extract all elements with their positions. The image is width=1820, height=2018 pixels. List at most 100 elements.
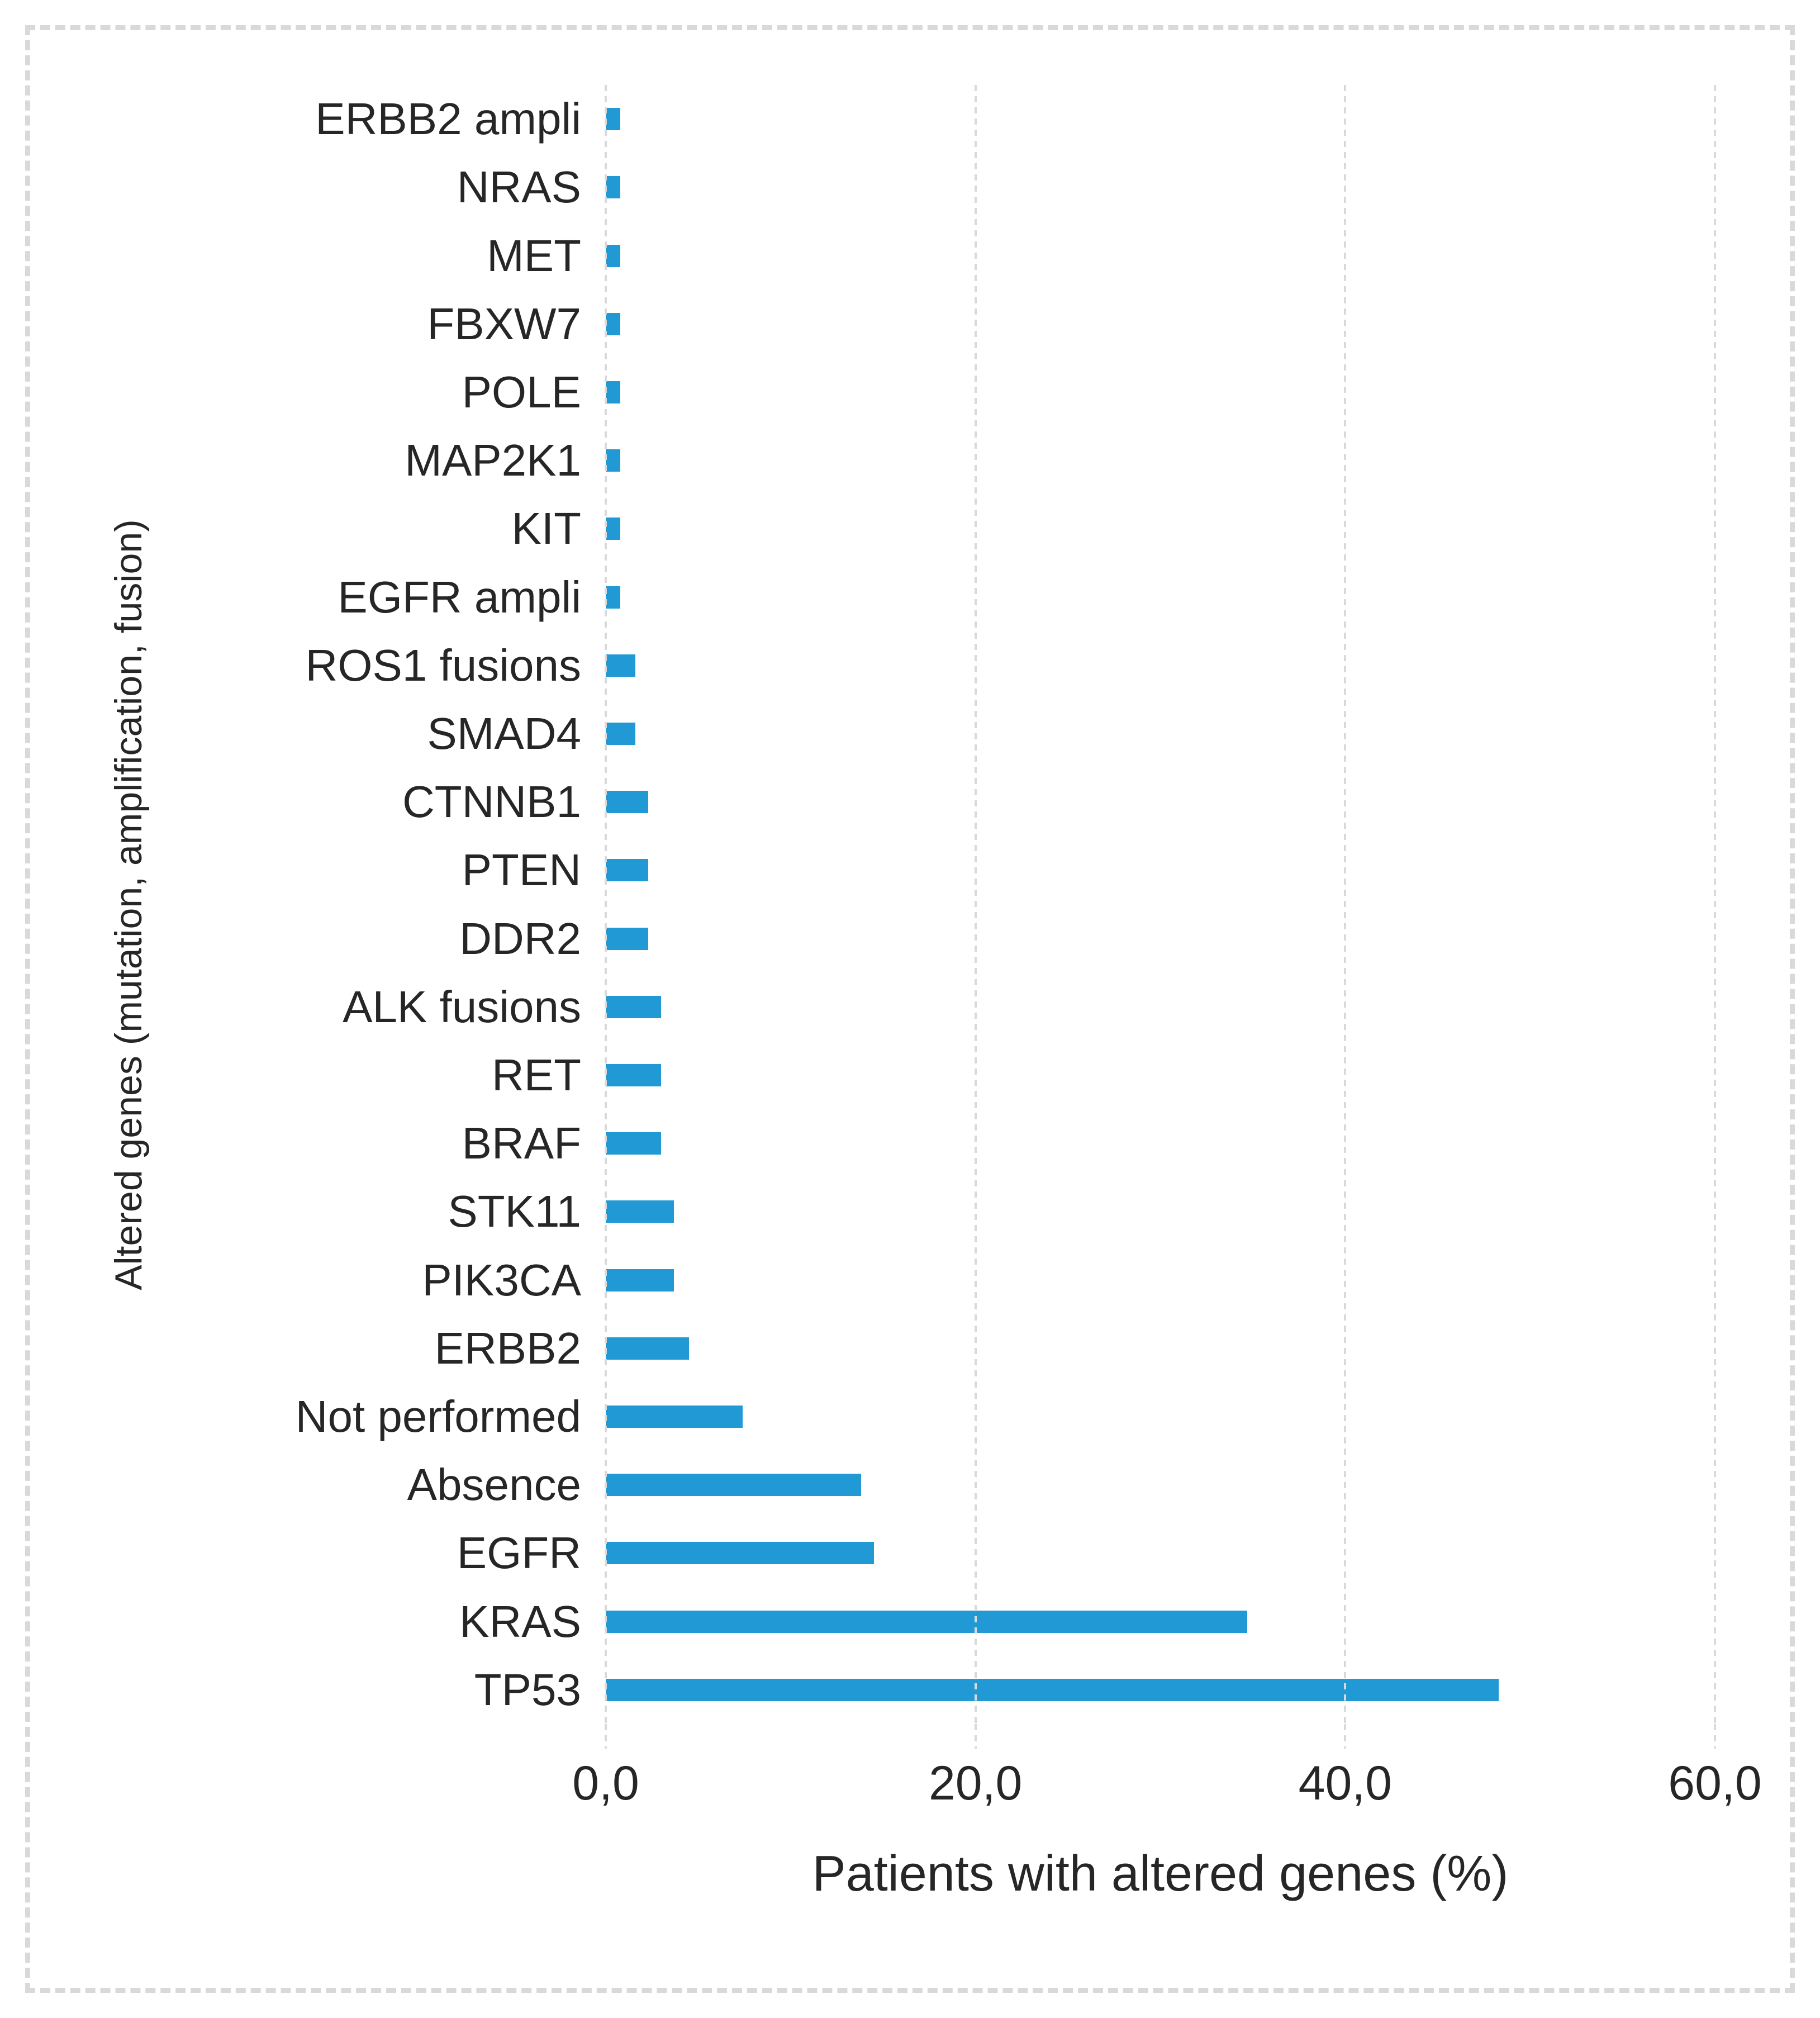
label-row: NRAS xyxy=(134,153,581,221)
bar-row xyxy=(606,836,1715,904)
x-tick-label: 60,0 xyxy=(1668,1756,1762,1810)
category-label: ROS1 fusions xyxy=(305,640,581,690)
label-row: KRAS xyxy=(134,1587,581,1655)
x-axis-title: Patients with altered genes (%) xyxy=(812,1846,1509,1902)
label-row: KIT xyxy=(134,495,581,563)
label-row: RET xyxy=(134,1041,581,1109)
bar-row xyxy=(606,563,1715,631)
bar xyxy=(606,176,621,199)
bar xyxy=(606,1678,1499,1701)
x-axis-tick xyxy=(974,1724,977,1749)
bar-row xyxy=(606,495,1715,563)
label-row: EGFR xyxy=(134,1519,581,1587)
bar xyxy=(606,244,621,267)
bar-row xyxy=(606,1451,1715,1519)
bar-row xyxy=(606,1109,1715,1177)
category-label: EGFR xyxy=(457,1528,581,1578)
bar xyxy=(606,381,621,403)
label-row: ERBB2 ampli xyxy=(134,85,581,153)
bar-row xyxy=(606,631,1715,700)
vertical-gridline xyxy=(605,85,607,1724)
label-row: MAP2K1 xyxy=(134,426,581,495)
label-row: ERBB2 xyxy=(134,1314,581,1383)
bar xyxy=(606,1132,662,1155)
category-label: DDR2 xyxy=(459,913,581,963)
bar-row xyxy=(606,1656,1715,1724)
bar xyxy=(606,791,649,814)
bar-row xyxy=(606,1314,1715,1383)
category-label: ERBB2 ampli xyxy=(315,94,581,144)
label-row: STK11 xyxy=(134,1177,581,1246)
x-axis-tick xyxy=(605,1724,607,1749)
category-label: Not performed xyxy=(295,1391,581,1441)
bar-row xyxy=(606,1519,1715,1587)
vertical-gridline xyxy=(1714,85,1716,1724)
bar xyxy=(606,108,621,131)
bar xyxy=(606,859,649,882)
bar xyxy=(606,586,621,609)
bar xyxy=(606,1200,674,1223)
category-label: Absence xyxy=(407,1460,581,1510)
x-tick-label: 40,0 xyxy=(1298,1756,1393,1810)
category-label: STK11 xyxy=(448,1186,581,1237)
category-label: PTEN xyxy=(462,845,581,895)
label-row: SMAD4 xyxy=(134,700,581,768)
bar xyxy=(606,449,621,472)
x-axis-tick xyxy=(1344,1724,1347,1749)
category-label: FBXW7 xyxy=(427,298,581,349)
bar-row xyxy=(606,290,1715,358)
category-label: CTNNB1 xyxy=(402,777,581,827)
bar-row xyxy=(606,153,1715,221)
bar-row xyxy=(606,1177,1715,1246)
label-row: BRAF xyxy=(134,1109,581,1177)
category-label: KRAS xyxy=(459,1596,581,1646)
bar xyxy=(606,927,649,950)
bar-row xyxy=(606,1587,1715,1655)
bar xyxy=(606,1269,674,1291)
bar xyxy=(606,654,635,677)
label-row: MET xyxy=(134,221,581,289)
category-label: RET xyxy=(492,1050,581,1100)
bar xyxy=(606,1610,1247,1633)
category-axis-labels: ERBB2 ampli NRAS MET FBXW7 POLE MAP2K1 KIT EGFR… xyxy=(134,85,581,1724)
label-row: PTEN xyxy=(134,836,581,904)
bar-row xyxy=(606,973,1715,1041)
bar xyxy=(606,722,635,745)
bar-row xyxy=(606,85,1715,153)
bar xyxy=(606,1542,874,1565)
label-row: FBXW7 xyxy=(134,290,581,358)
x-tick-label: 20,0 xyxy=(928,1756,1023,1810)
label-row: PIK3CA xyxy=(134,1246,581,1314)
plot-area xyxy=(605,85,1716,1749)
figure-frame-border xyxy=(25,25,1795,1993)
category-label: PIK3CA xyxy=(422,1255,581,1305)
bar-row xyxy=(606,358,1715,426)
label-row: EGFR ampli xyxy=(134,563,581,631)
category-label: ALK fusions xyxy=(343,981,581,1032)
label-row: DDR2 xyxy=(134,904,581,972)
bar-row xyxy=(606,1383,1715,1451)
bar xyxy=(606,1405,743,1428)
label-row: TP53 xyxy=(134,1656,581,1724)
label-row: Not performed xyxy=(134,1383,581,1451)
category-label: MET xyxy=(487,230,581,281)
bars-container xyxy=(606,85,1715,1724)
bar-row xyxy=(606,1246,1715,1314)
label-row: Absence xyxy=(134,1451,581,1519)
category-label: SMAD4 xyxy=(427,708,581,758)
bar-row xyxy=(606,904,1715,972)
bar xyxy=(606,517,621,540)
x-tick-label: 0,0 xyxy=(572,1756,639,1810)
bar xyxy=(606,1337,689,1360)
bar xyxy=(606,995,662,1018)
bar-row xyxy=(606,768,1715,836)
label-row: POLE xyxy=(134,358,581,426)
label-row: ROS1 fusions xyxy=(134,631,581,700)
x-axis-tick xyxy=(1714,1724,1716,1749)
category-label: EGFR ampli xyxy=(338,572,581,622)
bar xyxy=(606,1063,662,1086)
vertical-gridline xyxy=(1344,85,1347,1724)
category-label: NRAS xyxy=(457,162,581,212)
label-row: CTNNB1 xyxy=(134,768,581,836)
